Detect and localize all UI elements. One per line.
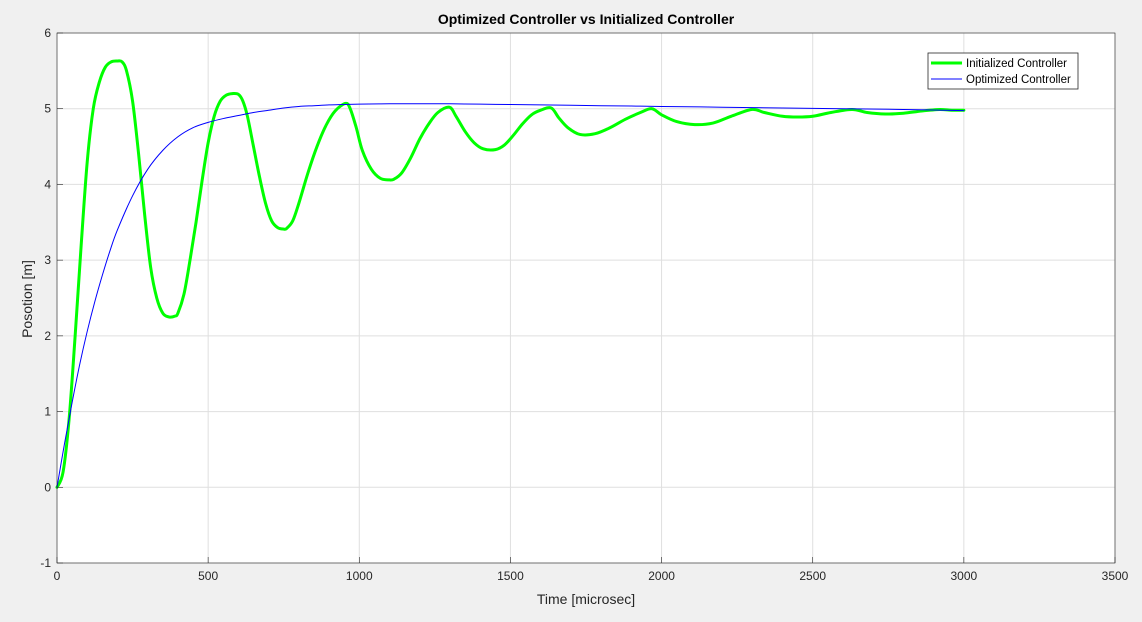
legend-box (927, 52, 1079, 90)
y-tick-label: 5 (44, 102, 51, 116)
legend-label: Optimized Controller (966, 74, 1071, 86)
legend-label: Initialized Controller (966, 58, 1067, 70)
x-tick-label: 500 (198, 569, 218, 583)
y-tick-label: 2 (44, 329, 51, 343)
x-axis-title: Time [microsec] (537, 591, 635, 607)
y-tick-label: 3 (44, 253, 51, 267)
x-tick-label: 2000 (648, 569, 675, 583)
y-tick-label: 6 (44, 26, 51, 40)
x-tick-label: 1500 (497, 569, 524, 583)
plot-area (57, 33, 1115, 563)
x-tick-label: 3500 (1102, 569, 1129, 583)
x-tick-label: 1000 (346, 569, 373, 583)
y-axis-title: Posotion [m] (19, 260, 35, 338)
x-tick-label: 0 (54, 569, 61, 583)
legend: Initialized Controller Optimized Controll… (927, 52, 1079, 90)
series-layer (55, 59, 966, 489)
y-tick-label: 0 (44, 480, 51, 494)
y-tick-label: -1 (40, 556, 51, 570)
plot-frame (56, 32, 1116, 564)
x-tick-label: 2500 (799, 569, 826, 583)
series-line-initialized-controller (55, 59, 966, 489)
chart-title: Optimized Controller vs Initialized Cont… (438, 11, 735, 27)
y-tick-label: 4 (44, 177, 51, 191)
x-tick-label: 3000 (951, 569, 978, 583)
y-tick-label: 1 (44, 405, 51, 419)
series-line-optimized-controller (56, 103, 965, 488)
